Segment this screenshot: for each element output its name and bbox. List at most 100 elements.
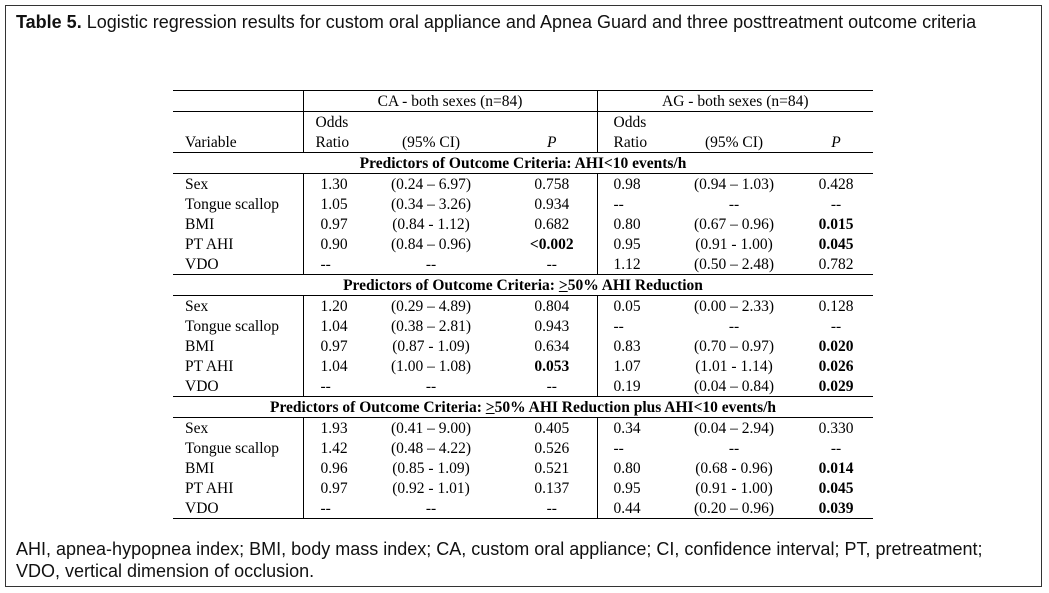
- ag-odds-ratio: 0.44: [596, 498, 670, 519]
- ag-confidence-interval: (0.91 - 1.00): [695, 480, 773, 497]
- ca-odds-ratio: 1.05: [302, 194, 375, 214]
- variable-cell: Sex: [185, 176, 209, 193]
- ag-p-value: 0.014: [818, 460, 854, 477]
- ag-p-value: 0.782: [818, 256, 854, 273]
- ag-p-value: 0.020: [818, 338, 854, 355]
- ag-p-value: 0.128: [818, 298, 854, 315]
- ag-confidence-interval: (0.70 – 0.97): [693, 338, 775, 355]
- ca-p-value: 0.934: [534, 196, 570, 213]
- ca-confidence-interval: (0.34 – 3.26): [390, 196, 472, 213]
- ca-p-value: 0.758: [534, 176, 570, 193]
- ca-odds-ratio: 0.97: [302, 336, 375, 356]
- ag-confidence-interval: (0.50 – 2.48): [693, 256, 775, 273]
- ag-odds-ratio: 1.07: [596, 356, 670, 376]
- section-title-text: Predictors of Outcome Criteria: AHI<10 e…: [359, 155, 687, 172]
- odds-label-ca: Odds: [302, 111, 375, 132]
- ag-odds-ratio: 0.80: [596, 214, 670, 234]
- variable-cell: Sex: [185, 420, 209, 437]
- ca-p-value: 0.405: [534, 420, 570, 437]
- ag-odds-ratio: 0.83: [596, 336, 670, 356]
- table-footnote: AHI, apnea-hypopnea index; BMI, body mas…: [16, 539, 983, 581]
- ca-confidence-interval: (0.24 – 6.97): [390, 176, 472, 193]
- variable-cell: Sex: [185, 298, 209, 315]
- ag-confidence-interval: --: [728, 440, 740, 457]
- ca-confidence-interval: (0.29 – 4.89): [390, 298, 472, 315]
- ca-confidence-interval: (0.84 – 0.96): [390, 236, 472, 253]
- section-title-tail: 50% AHI Reduction: [567, 277, 703, 294]
- section-title-text: Predictors of Outcome Criteria:: [269, 399, 486, 416]
- variable-cell: BMI: [185, 216, 215, 233]
- ag-p-value: 0.026: [818, 358, 854, 375]
- table-row: Tongue scallop 1.04 (0.38 – 2.81) 0.943 -- --…: [173, 316, 873, 336]
- ag-p-value: --: [830, 440, 842, 457]
- section-title-tail: 50% AHI Reduction plus AHI<10 events/h: [494, 399, 777, 416]
- ag-odds-ratio: --: [596, 438, 670, 458]
- caption-text: Logistic regression results for custom o…: [81, 12, 977, 32]
- table-row: VDO -- -- -- 0.19 (0.04 – 0.84) 0.029: [173, 376, 873, 397]
- regression-table: CA - both sexes (n=84) AG - both sexes (…: [173, 90, 874, 519]
- header-row-odds: Odds Odds: [173, 111, 874, 132]
- table-caption: Table 5. Logistic regression results for…: [16, 12, 1026, 33]
- ca-p-value: 0.943: [534, 318, 570, 335]
- caption-label: Table 5.: [16, 12, 82, 32]
- variable-cell: PT AHI: [185, 480, 234, 497]
- table-row: BMI 0.97 (0.84 - 1.12) 0.682 0.80 (0.67 – 0.9…: [173, 214, 873, 234]
- ag-odds-ratio: 0.98: [596, 173, 670, 194]
- ca-p-value: 0.137: [534, 480, 570, 497]
- ag-confidence-interval: (0.04 – 2.94): [693, 420, 775, 437]
- group-header-ag: AG - both sexes (n=84): [596, 90, 874, 112]
- section-title-text: Predictors of Outcome Criteria:: [343, 277, 559, 294]
- ca-p-value: 0.634: [534, 338, 570, 355]
- table-row: PT AHI 0.90 (0.84 – 0.96) <0.002 0.95 (0.91 -…: [173, 234, 873, 254]
- ca-confidence-interval: (0.92 - 1.01): [392, 480, 470, 497]
- ci-header-ca: (95% CI): [401, 134, 461, 151]
- section-title-row: Predictors of Outcome Criteria: AHI<10 e…: [173, 152, 874, 174]
- table-row: PT AHI 1.04 (1.00 – 1.08) 0.053 1.07 (1.01 - …: [173, 356, 873, 376]
- ca-p-value: 0.682: [534, 216, 570, 233]
- ca-odds-ratio: 0.97: [302, 214, 375, 234]
- ag-confidence-interval: (0.00 – 2.33): [693, 298, 775, 315]
- ca-confidence-interval: (0.85 - 1.09): [392, 460, 470, 477]
- variable-cell: PT AHI: [185, 358, 234, 375]
- ca-p-value: --: [546, 378, 557, 395]
- ca-confidence-interval: (0.84 - 1.12): [392, 216, 470, 233]
- variable-cell: Tongue scallop: [185, 440, 280, 457]
- ag-odds-ratio: --: [596, 194, 670, 214]
- ca-confidence-interval: (0.38 – 2.81): [390, 318, 472, 335]
- ag-p-value: 0.330: [818, 420, 854, 437]
- table-row: Sex 1.93 (0.41 – 9.00) 0.405 0.34 (0.04 – 2.9…: [173, 417, 873, 438]
- ag-odds-ratio: 0.80: [596, 458, 670, 478]
- variable-cell: PT AHI: [185, 236, 234, 253]
- ag-confidence-interval: --: [728, 196, 740, 213]
- variable-cell: Tongue scallop: [185, 318, 280, 335]
- ca-odds-ratio: 1.93: [302, 417, 375, 438]
- ag-confidence-interval: (0.20 – 0.96): [669, 498, 800, 519]
- ca-p-value: 0.804: [534, 298, 570, 315]
- regression-table-container: CA - both sexes (n=84) AG - both sexes (…: [173, 90, 874, 519]
- ag-odds-ratio: 0.05: [596, 295, 670, 316]
- header-row-columns: Variable Ratio (95% CI) P Ratio (95% CI)…: [173, 132, 873, 153]
- variable-cell: Tongue scallop: [185, 196, 280, 213]
- table-row: Sex 1.30 (0.24 – 6.97) 0.758 0.98 (0.94 – 1.0…: [173, 173, 873, 194]
- table-row: BMI 0.96 (0.85 - 1.09) 0.521 0.80 (0.68 - 0.9…: [173, 458, 873, 478]
- table-figure: Table 5. Logistic regression results for…: [5, 5, 1042, 587]
- ca-p-value: --: [546, 256, 557, 273]
- ag-confidence-interval: (0.94 – 1.03): [693, 176, 775, 193]
- ca-odds-ratio: --: [302, 376, 375, 397]
- odds-label-ag: Odds: [596, 111, 670, 132]
- ag-p-value: 0.015: [818, 216, 854, 233]
- ag-confidence-interval: (0.91 - 1.00): [695, 236, 773, 253]
- ca-p-value: 0.521: [534, 460, 570, 477]
- ca-p-value: --: [507, 498, 598, 519]
- table-row: VDO -- -- -- 0.44 (0.20 – 0.96) 0.039: [173, 498, 874, 519]
- ca-confidence-interval: (0.41 – 9.00): [390, 420, 472, 437]
- ag-p-value: --: [830, 318, 842, 335]
- variable-cell: BMI: [185, 338, 215, 355]
- table-row: BMI 0.97 (0.87 - 1.09) 0.634 0.83 (0.70 – 0.9…: [173, 336, 873, 356]
- ag-p-value: 0.428: [818, 176, 854, 193]
- table-row: Sex 1.20 (0.29 – 4.89) 0.804 0.05 (0.00 – 2.3…: [173, 295, 873, 316]
- ratio-label-ca: Ratio: [302, 132, 375, 153]
- section-title-symbol: >: [485, 399, 495, 416]
- ag-p-value: 0.029: [818, 378, 854, 395]
- ag-confidence-interval: (0.67 – 0.96): [693, 216, 775, 233]
